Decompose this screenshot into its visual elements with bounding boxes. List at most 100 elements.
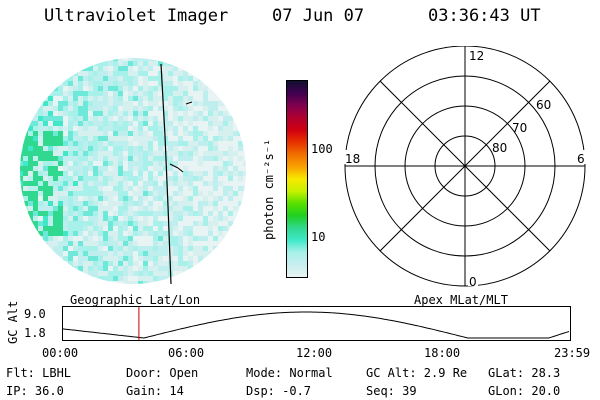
image-pixel <box>218 201 223 206</box>
image-pixel <box>93 216 98 221</box>
image-pixel <box>108 81 113 86</box>
image-pixel <box>53 271 58 276</box>
image-pixel <box>153 71 158 76</box>
image-pixel <box>248 231 253 236</box>
image-pixel <box>223 76 228 81</box>
image-pixel <box>98 271 103 276</box>
image-pixel <box>128 131 133 136</box>
image-pixel <box>208 216 213 221</box>
image-pixel <box>133 96 138 101</box>
image-pixel <box>153 166 158 171</box>
image-pixel <box>143 161 148 166</box>
image-pixel <box>198 241 203 246</box>
image-pixel <box>223 231 228 236</box>
image-pixel <box>78 181 83 186</box>
image-pixel <box>103 211 108 216</box>
image-pixel <box>243 271 246 276</box>
image-pixel <box>113 131 118 136</box>
image-pixel <box>88 176 93 181</box>
image-pixel <box>73 186 78 191</box>
image-pixel <box>178 66 183 71</box>
image-pixel <box>28 58 33 61</box>
image-pixel <box>193 151 198 156</box>
image-pixel <box>173 126 178 131</box>
image-pixel <box>93 211 98 216</box>
image-pixel <box>203 231 208 236</box>
image-pixel <box>168 61 173 66</box>
image-pixel <box>248 196 253 201</box>
image-pixel <box>123 261 128 266</box>
image-pixel <box>203 261 208 266</box>
image-pixel <box>233 256 238 261</box>
image-pixel <box>78 81 83 86</box>
image-pixel <box>158 206 163 211</box>
image-pixel <box>43 211 48 216</box>
image-pixel <box>68 256 73 261</box>
image-pixel <box>198 256 203 261</box>
image-pixel <box>103 276 108 281</box>
image-pixel <box>143 66 148 71</box>
image-pixel <box>83 131 88 136</box>
image-pixel <box>43 146 48 151</box>
image-pixel <box>238 171 243 176</box>
image-pixel <box>123 146 128 151</box>
image-pixel <box>23 286 28 291</box>
image-pixel <box>48 266 53 271</box>
image-pixel <box>108 141 113 146</box>
colorbar-unit-label: photon cm⁻²s⁻¹ <box>262 138 276 240</box>
image-pixel <box>163 126 168 131</box>
image-pixel <box>53 211 58 216</box>
image-pixel <box>73 261 78 266</box>
image-pixel <box>118 81 123 86</box>
image-pixel <box>83 156 88 161</box>
image-pixel <box>228 171 233 176</box>
image-pixel <box>138 226 143 231</box>
image-pixel <box>113 101 118 106</box>
image-pixel <box>93 241 98 246</box>
image-pixel <box>108 91 113 96</box>
image-pixel <box>178 176 183 181</box>
image-pixel <box>28 86 33 91</box>
image-pixel <box>83 126 88 131</box>
image-pixel <box>103 216 108 221</box>
image-pixel <box>103 171 108 176</box>
image-pixel <box>143 186 148 191</box>
image-pixel <box>88 171 93 176</box>
image-pixel <box>53 166 58 171</box>
image-pixel <box>33 281 38 284</box>
image-pixel <box>83 241 88 246</box>
image-pixel <box>33 171 38 176</box>
image-pixel <box>223 71 228 76</box>
image-pixel <box>148 216 153 221</box>
image-pixel <box>93 61 98 66</box>
image-pixel <box>78 91 83 96</box>
image-pixel <box>83 181 88 186</box>
image-pixel <box>93 256 98 261</box>
image-pixel <box>208 241 213 246</box>
image-pixel <box>243 216 246 221</box>
image-pixel <box>243 106 246 111</box>
image-pixel <box>138 271 143 276</box>
image-pixel <box>98 196 103 201</box>
image-pixel <box>48 271 53 276</box>
image-pixel <box>83 111 88 116</box>
image-pixel <box>198 286 203 291</box>
image-pixel <box>233 81 238 86</box>
image-pixel <box>93 96 98 101</box>
image-pixel <box>28 181 33 186</box>
image-pixel <box>103 281 108 284</box>
image-pixel <box>20 266 23 271</box>
image-pixel <box>178 236 183 241</box>
image-pixel <box>88 281 93 284</box>
image-pixel <box>188 131 193 136</box>
image-pixel <box>43 81 48 86</box>
image-pixel <box>43 226 48 231</box>
image-pixel <box>98 156 103 161</box>
image-pixel <box>163 191 168 196</box>
image-pixel <box>113 86 118 91</box>
image-pixel <box>208 86 213 91</box>
image-pixel <box>178 146 183 151</box>
image-pixel <box>68 156 73 161</box>
image-pixel <box>58 276 63 281</box>
image-pixel <box>138 156 143 161</box>
